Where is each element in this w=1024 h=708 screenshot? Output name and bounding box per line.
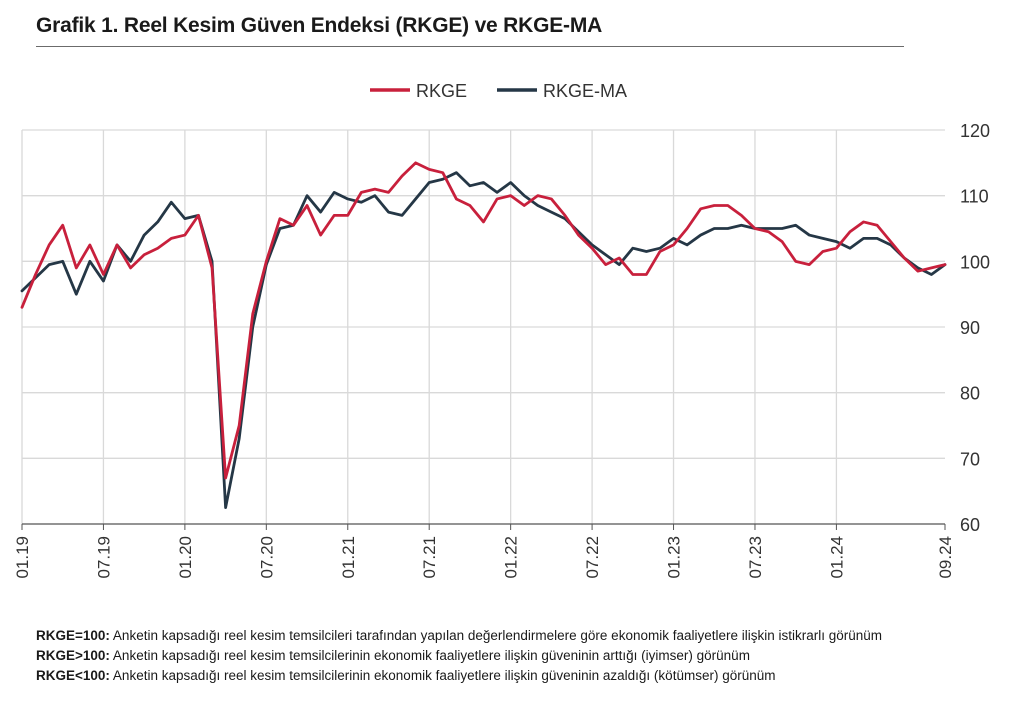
note-key: RKGE=100: (36, 628, 110, 643)
chart-grid (22, 129, 945, 524)
legend-label: RKGE-MA (543, 81, 627, 101)
series-line-rkge (20, 161, 947, 480)
note-line: RKGE<100: Anketin kapsadığı reel kesim t… (36, 666, 882, 686)
x-tick-label: 07.21 (420, 536, 439, 579)
chart-axes: 60 70 80 90 100 110 120 01.19 07.19 01.20 07.20 01.… (13, 121, 990, 579)
note-key: RKGE<100: (36, 668, 110, 683)
x-tick-label: 09.24 (936, 536, 955, 579)
note-text: Anketin kapsadığı reel kesim temsilciler… (109, 628, 883, 643)
y-tick-label: 90 (960, 318, 980, 338)
x-tick-label: 07.23 (746, 536, 765, 579)
x-tick-label: 01.19 (13, 536, 32, 579)
note-line: RKGE>100: Anketin kapsadığı reel kesim t… (36, 646, 882, 666)
x-tick-label: 07.22 (583, 536, 602, 579)
y-tick-label: 120 (960, 121, 990, 141)
chart-legend: RKGE RKGE-MA (370, 81, 627, 101)
chart-series (20, 161, 947, 509)
y-tick-label: 70 (960, 449, 980, 469)
chart-title: Grafik 1. Reel Kesim Güven Endeksi (RKGE… (36, 14, 603, 37)
notes-block: RKGE=100: Anketin kapsadığı reel kesim t… (36, 626, 882, 686)
legend-label: RKGE (416, 81, 467, 101)
x-tick-label: 01.20 (176, 536, 195, 579)
x-tick-label: 01.23 (665, 536, 684, 579)
note-line: RKGE=100: Anketin kapsadığı reel kesim t… (36, 626, 882, 646)
y-tick-label: 80 (960, 384, 980, 404)
x-tick-label: 01.22 (502, 536, 521, 579)
x-tick-label: 01.24 (827, 536, 846, 579)
y-tick-label: 100 (960, 252, 990, 272)
note-text: Anketin kapsadığı reel kesim temsilciler… (109, 668, 776, 683)
note-key: RKGE>100: (36, 648, 110, 663)
y-tick-label: 110 (960, 187, 989, 207)
title-underline (36, 46, 904, 47)
x-tick-label: 07.20 (257, 536, 276, 579)
x-tick-label: 01.21 (339, 536, 358, 579)
note-text: Anketin kapsadığı reel kesim temsilciler… (109, 648, 750, 663)
series-line-rkge-ma (20, 171, 947, 509)
y-tick-label: 60 (960, 515, 980, 535)
x-tick-label: 07.19 (94, 536, 113, 579)
